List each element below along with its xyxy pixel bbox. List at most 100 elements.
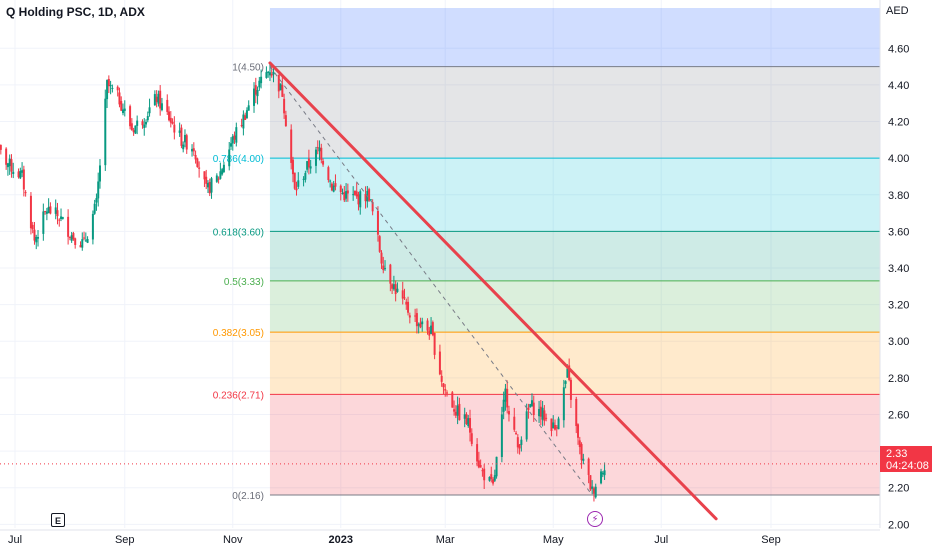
candle-body: [600, 471, 603, 484]
bar-countdown: 04:24:08: [886, 460, 929, 472]
candle-body: [129, 106, 132, 127]
candle-body: [430, 325, 433, 334]
fib-level-label: 0.5(3.33): [224, 277, 264, 288]
candle-body: [132, 130, 135, 133]
candle-body: [171, 121, 174, 124]
candle-body: [539, 406, 542, 417]
earnings-marker[interactable]: E: [51, 513, 65, 527]
candle-body: [228, 149, 231, 167]
candle-body: [382, 265, 385, 271]
candle-body: [146, 116, 149, 121]
candle-body: [245, 110, 248, 119]
x-tick-label: Jul: [654, 534, 668, 546]
candle-body: [419, 322, 422, 328]
candle-body: [515, 432, 518, 434]
candle-body: [454, 411, 457, 416]
x-tick-label: Nov: [223, 534, 243, 546]
candle-body: [173, 124, 176, 133]
candle-body: [145, 121, 148, 125]
fibonacci-retracement[interactable]: 1(4.50) 0.786(4.00) 0.618(3.60) 0.5(3.33) 0.…: [213, 8, 880, 502]
candle-body: [169, 117, 172, 123]
candle-body: [86, 239, 89, 243]
x-tick-label: Sep: [115, 534, 135, 546]
candle-body: [42, 211, 45, 234]
candle-body: [346, 190, 349, 194]
last-price-badge: 2.33 04:24:08: [880, 446, 932, 472]
candle-body: [45, 211, 48, 214]
fib-zone: [269, 394, 880, 496]
candle-body: [72, 233, 75, 240]
candle-body: [417, 324, 420, 326]
candle-body: [180, 127, 183, 146]
candle-body: [470, 433, 473, 444]
candle-body: [219, 171, 222, 179]
candle-body: [160, 103, 163, 111]
candle-body: [582, 458, 585, 461]
candle-body: [538, 408, 541, 417]
candle-body: [405, 301, 408, 305]
candle-body: [332, 185, 335, 192]
candle-body: [407, 301, 410, 313]
candle-body: [479, 465, 482, 468]
candle-body: [587, 458, 590, 476]
candle-body: [446, 392, 448, 394]
fib-level-label: 0.382(3.05): [213, 328, 264, 339]
candle-body: [109, 84, 112, 87]
y-tick-label: 3.80: [888, 190, 909, 202]
candle-body: [307, 158, 310, 168]
candle-body: [5, 148, 8, 165]
fib-level-label: 0(2.16): [232, 491, 264, 502]
x-tick-label: 2023: [329, 534, 353, 546]
candle-body: [334, 183, 337, 187]
candle-body: [183, 134, 186, 143]
chart-title: Q Holding PSC, 1D, ADX: [6, 5, 145, 19]
candle-body: [256, 90, 259, 97]
candle-body: [463, 414, 466, 419]
descending-trendline: [268, 61, 718, 521]
candle-body: [148, 107, 151, 114]
candle-body: [500, 414, 503, 457]
candle-body: [91, 213, 94, 240]
candle-body: [414, 315, 417, 317]
candle-body: [196, 158, 199, 167]
candle-body: [359, 191, 362, 208]
candle-body: [268, 72, 271, 76]
candle-body: [244, 115, 247, 121]
candle-body: [22, 169, 25, 190]
candle-body: [302, 178, 305, 180]
candle-body: [309, 166, 312, 169]
candle-body: [35, 236, 38, 243]
candle-body: [318, 147, 321, 152]
candle-body: [453, 409, 456, 412]
candle-body: [467, 418, 470, 427]
candle-body: [507, 411, 510, 415]
candle-body: [84, 240, 87, 242]
candle-body: [74, 238, 77, 245]
y-tick-label: 2.80: [888, 373, 909, 385]
last-price-value: 2.33: [886, 448, 908, 460]
candle-body: [122, 109, 124, 114]
candle-body: [37, 237, 40, 239]
candle-body: [495, 456, 498, 477]
candle-body: [578, 440, 581, 448]
chart-grid: [0, 0, 880, 528]
candle-body: [107, 78, 110, 87]
candle-body: [83, 237, 86, 239]
drawing-lines[interactable]: [0, 61, 880, 521]
candle-body: [260, 76, 263, 84]
candle-body: [529, 404, 532, 408]
candle-body: [525, 411, 528, 440]
candle-body: [10, 159, 13, 172]
candle-body: [192, 148, 195, 152]
lightning-icon[interactable]: ⚡: [587, 511, 603, 527]
candle-body: [198, 167, 201, 169]
candle-body: [316, 147, 319, 149]
candle-body: [442, 383, 445, 388]
candle-body: [61, 217, 64, 219]
fib-level-label: 0.236(2.71): [213, 390, 264, 401]
candle-body: [155, 96, 158, 102]
candle-body: [403, 297, 406, 299]
candle-body: [21, 170, 24, 173]
candle-body: [8, 158, 11, 167]
